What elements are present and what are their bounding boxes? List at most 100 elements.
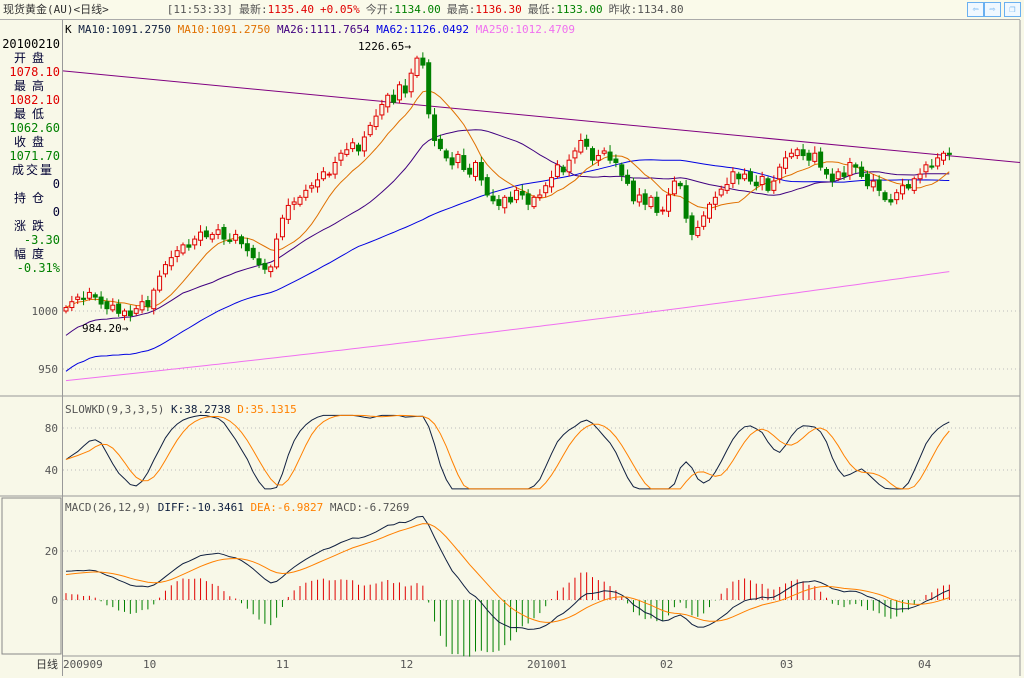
candle-down <box>496 199 502 206</box>
candle-up <box>157 275 163 291</box>
candle-up <box>215 229 221 235</box>
open-label: 今开: <box>365 3 395 16</box>
candle-down <box>484 177 490 196</box>
candle-down <box>356 144 361 152</box>
candle-down <box>92 294 98 298</box>
candle-up <box>636 194 642 203</box>
macd-dea: DEA:-6.9827 <box>250 501 324 514</box>
kd-d: D:35.1315 <box>237 403 297 416</box>
kd-tick-label: 40 <box>45 464 58 477</box>
candle-up <box>513 189 519 201</box>
candle-down <box>654 196 660 213</box>
legend-macd: MACD(26,12,9) DIFF:-10.3461 DEA:-6.9827 … <box>65 501 409 514</box>
candle-down <box>806 152 812 161</box>
candle-down <box>753 181 759 187</box>
candle-up <box>332 162 338 175</box>
kd-k: K:38.2738 <box>170 403 231 416</box>
candle-up <box>338 152 344 161</box>
prev-close: 1134.80 <box>637 3 684 16</box>
candle-down <box>186 244 192 248</box>
open-price: 1134.00 <box>394 3 441 16</box>
candle-up <box>361 136 367 152</box>
candle-down <box>853 164 859 168</box>
legend-kd: SLOWKD(9,3,3,5) K:38.2738 D:35.1315 <box>65 403 297 416</box>
candle-up <box>350 142 356 150</box>
ma10-line <box>65 90 950 308</box>
candle-up <box>701 215 707 227</box>
candle-up <box>303 189 309 198</box>
info-date: 20100210 <box>2 37 60 51</box>
latest-label: 最新: <box>238 3 268 16</box>
low-price: 1133.00 <box>556 3 603 16</box>
candle-up <box>268 266 274 273</box>
candle-up <box>320 171 326 180</box>
back-button[interactable]: ⇦ <box>967 2 984 17</box>
info-low: 1062.60 <box>9 121 60 135</box>
legend-ma10: MA10:1091.2750 <box>78 23 171 36</box>
forward-button[interactable]: ⇨ <box>984 2 1001 17</box>
macd-value: MACD:-6.7269 <box>329 501 410 514</box>
candle-up <box>724 184 730 191</box>
restore-button[interactable]: ❐ <box>1004 2 1021 17</box>
legend-price: K MA10:1091.2750 MA10:1091.2750 MA26:111… <box>65 23 575 36</box>
candle-up <box>759 175 765 186</box>
prev-label: 昨收: <box>608 3 638 16</box>
time: [11:53:33] <box>166 3 233 16</box>
candle-down <box>525 193 531 205</box>
candle-down <box>824 168 829 175</box>
macd-tick-label: 20 <box>45 545 58 558</box>
legend-ma10-b: MA10:1091.2750 <box>177 23 271 36</box>
info-close-label: 收盘 <box>14 135 51 149</box>
candle-up <box>379 104 385 116</box>
candle-up <box>473 162 478 177</box>
candle-down <box>630 180 636 202</box>
candle-up <box>373 115 379 128</box>
info-change: -3.30 <box>23 233 60 247</box>
candle-down <box>800 149 806 157</box>
candle-down <box>929 165 935 168</box>
candle-up <box>870 180 876 188</box>
kd-k-line <box>65 414 950 490</box>
candle-up <box>923 164 929 173</box>
candle-up <box>894 192 900 201</box>
candle-down <box>946 152 952 155</box>
title-bar: 现货黄金(AU)<日线> [11:53:33] 最新: 1135.40 +0.0… <box>0 0 1021 20</box>
candle-up <box>578 139 584 153</box>
candle-down <box>508 196 514 203</box>
info-close: 1071.70 <box>9 149 60 163</box>
candle-up <box>911 178 917 191</box>
candle-down <box>625 174 631 184</box>
candle-up <box>69 301 75 309</box>
candle-up <box>291 201 297 205</box>
legend-k: K <box>65 23 72 36</box>
candle-up <box>233 233 239 241</box>
candle-down <box>449 157 455 166</box>
candle-up <box>396 84 402 101</box>
candle-up <box>274 238 280 268</box>
date-label: 11 <box>276 658 289 671</box>
info-high: 1082.10 <box>9 93 60 107</box>
candle-up <box>648 196 654 208</box>
candle-up <box>192 238 198 246</box>
candle-up <box>122 310 127 317</box>
candle-down <box>882 192 888 201</box>
info-open: 1078.10 <box>9 65 60 79</box>
candle-up <box>279 217 285 238</box>
candle-up <box>385 94 391 108</box>
candle-down <box>391 94 397 103</box>
candle-down <box>905 184 911 189</box>
latest-change: +0.05% <box>319 3 360 16</box>
candle-down <box>818 151 824 168</box>
candle-up <box>414 57 420 77</box>
high-label: 最高: <box>446 3 476 16</box>
candle-down <box>841 172 847 177</box>
candle-down <box>250 247 256 259</box>
candle-down <box>590 148 595 161</box>
candle-up <box>566 159 572 173</box>
candle-up <box>695 226 701 237</box>
legend-ma26: MA26:1111.7654 <box>276 23 370 36</box>
candle-up <box>151 289 157 310</box>
candle-up <box>63 307 69 312</box>
ma250-line <box>65 271 950 382</box>
